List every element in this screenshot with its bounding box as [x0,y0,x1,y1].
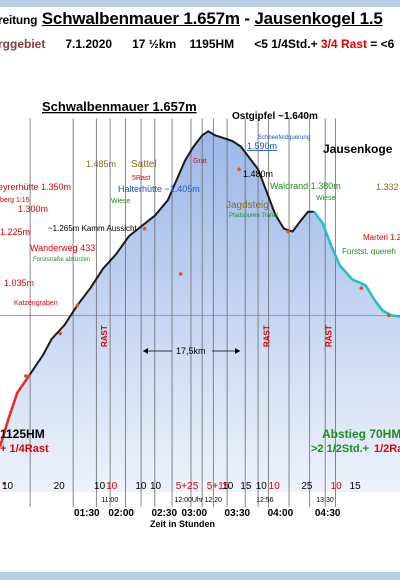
point-marker [286,229,290,234]
point-marker [387,313,391,318]
profile-area [0,131,400,493]
point-marker [24,374,28,378]
point-marker [2,481,7,486]
x-tick-label: 02:00 [108,508,134,519]
ascent-line [0,373,32,448]
title-to: Jausenkogel 1.5 [254,9,383,28]
annotation-wiese2: Wiese [316,195,336,202]
segment-minutes: 25 [301,481,313,492]
segment-minutes: 10 [269,481,281,492]
annotation-sattel: Sattel [131,159,157,170]
point-marker [237,167,241,172]
header-rast: 3/4 Rast [320,37,367,51]
x-tick-label: 03:00 [182,508,208,519]
x-tick-label: 04:30 [315,508,341,519]
chart-title: Schwalbenmauer 1.657m [42,99,197,114]
point-marker [58,331,63,336]
chart-frame: reitung Schwalbenmauer 1.657m - Jausenko… [0,7,400,572]
segment-minutes: 5+25 [176,481,199,492]
point-marker [142,226,147,231]
annotation-descent_time: >2 1/2Std.+ [311,443,369,455]
header-elevation: 1195HM [189,37,235,51]
arrowhead-left [143,348,148,354]
segment-minutes: 10 [2,481,14,492]
point-label: 1.300m [18,204,48,214]
header-time: <5 1/4Std.+ [254,37,318,51]
clock-label: 12:00Uhr [174,497,203,504]
segment-minutes: 10 [150,481,162,492]
x-tick-label: 02:30 [151,508,177,519]
header-distance: 17 ½km [132,37,177,51]
annotation-marterl: Marterl 1.2 [363,233,400,242]
point-label: 1.035m [4,278,34,288]
title-prefix: reitung [0,13,38,27]
x-axis-label: Zeit in Stunden [150,519,215,529]
rast-label: RAST [263,325,272,347]
header-date: 7.1.2020 [65,37,113,51]
annotation-rast5: 5Rast [132,175,150,182]
x-tick-label: 01:30 [74,508,100,519]
segment-minutes: 10 [94,481,106,492]
rast-label: RAST [100,325,109,347]
point-label: eyrerhütte 1.350m [0,182,71,192]
segment-minutes: 20 [54,481,66,492]
elevation-profile-chart: RAST RAST RAST eyrerhütte 1.350m 1.300m 1.225… [0,99,400,529]
annotation-berg: berg 1:15 [0,197,30,204]
clock-label: 12:20 [204,497,222,504]
annotation-pfadspuren: Pfadspuren Trandl [229,213,278,219]
chart-header-info: rggebiet 7.1.2020 17 ½km 1195HM <5 1/4St… [0,37,394,51]
point-label: Halterhütte ~1.405m [118,184,200,194]
segment-minutes: 10 [256,481,268,492]
segment-minutes: 15 [350,481,362,492]
point-marker [75,303,80,307]
annotation-jausenkogel: Jausenkoge [323,142,393,156]
chart-header-title: reitung Schwalbenmauer 1.657m - Jausenko… [0,9,383,29]
segment-minutes: 10 [331,481,343,492]
annotation-wanderweg: Wanderweg 433 [30,243,95,253]
segment-minutes: 15 [240,481,252,492]
annotation-kamm: ~1.265m Kamm Aussicht [48,224,137,233]
annotation-descent_hm: Abstieg 70HM [322,427,400,441]
point-label: 1.225m [0,227,30,237]
annotation-ostgipfel: Ostgipfel ~1.640m [232,111,318,122]
annotation-grat: Grat [193,158,207,165]
annotation-descent_rast: 1/2Ra [374,443,400,455]
x-tick-label: 03:30 [225,508,251,519]
segment-minutes: 10 [222,481,234,492]
annotation-katzengraben: Katzengraben [14,300,58,307]
profile-line [29,130,314,375]
title-from: Schwalbenmauer 1.657m [41,9,240,28]
annotation-forststr: Forstst. quereh [342,247,396,256]
segment-minutes: 10 [135,481,147,492]
point-label: 1.485m [86,159,116,169]
rast-label: RAST [325,325,334,347]
annotation-wiese1: Wiese [111,198,131,205]
title-sep: - [244,9,250,28]
annotation-jagdsteig: Jagdsteig [226,200,269,211]
header-total: = <6 [370,37,395,51]
point-label: 1.332 [376,182,399,192]
annotation-forststrasse: Forststraße abkürzen [33,257,90,263]
point-marker [178,272,183,276]
clock-label: 11:00 [101,497,118,504]
segment-minutes: 5+15 [207,481,230,492]
x-tick-label: 04:00 [268,508,294,519]
annotation-ascent_rast: + 1/4Rast [0,443,49,455]
point-label: Waldrand 1.380m [270,181,341,191]
clock-label: 13:30 [316,497,334,504]
segment-minutes: 10 [106,481,118,492]
point-label: 1.480m [243,169,273,179]
point-marker [359,286,364,290]
annotation-distance: 17,5km [176,346,206,356]
arrowhead-right [235,348,240,354]
annotation-ascent_hm: 1125HM [0,427,45,441]
annotation-schneefeld: Schneefeldquerung [258,135,310,141]
descent-line [312,210,400,318]
header-region: rggebiet [0,37,46,51]
point-label: 1.590m [247,141,277,151]
clock-label: 12:56 [256,497,274,504]
